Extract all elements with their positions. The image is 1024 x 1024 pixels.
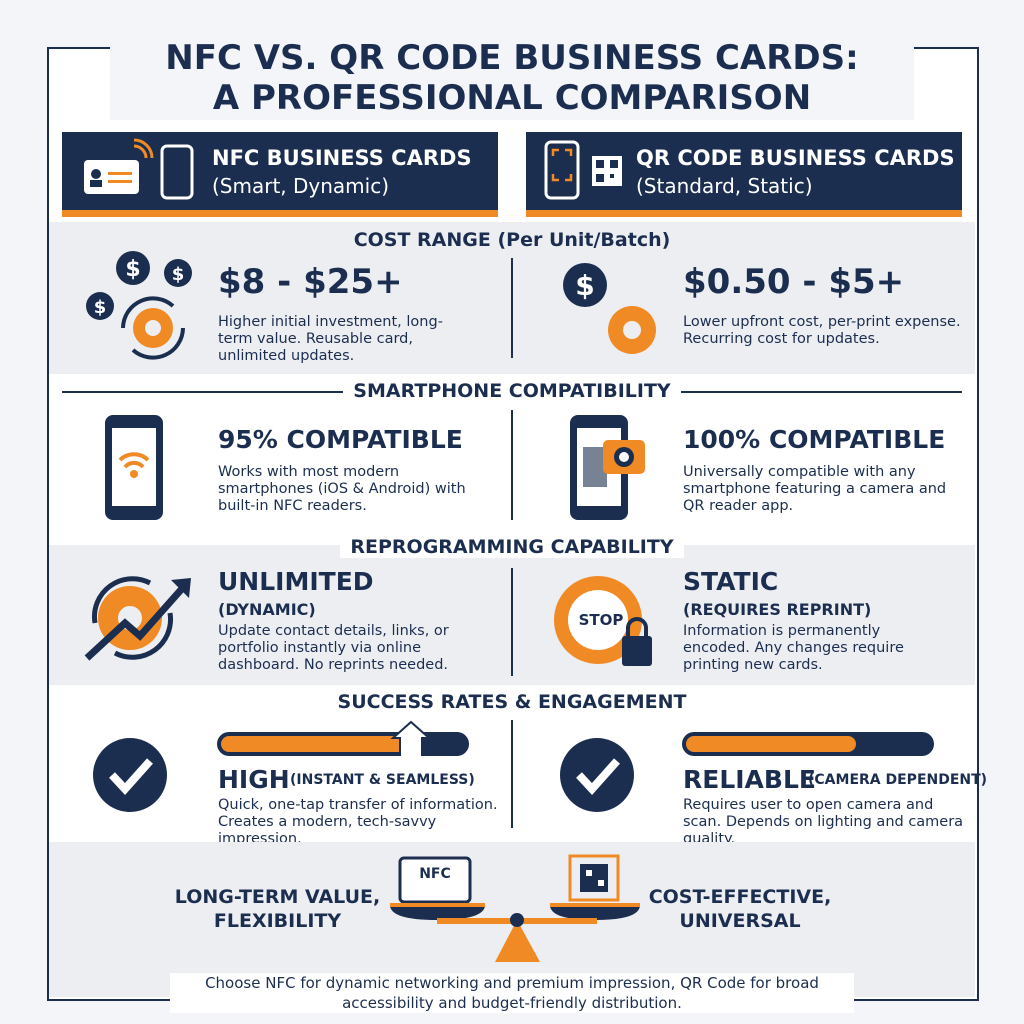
section-heading: COST RANGE (Per Unit/Batch): [49, 229, 975, 253]
icon: [105, 415, 163, 520]
icon: [84, 138, 194, 200]
column-title: QR CODE BUSINESS CARDS: [636, 146, 955, 170]
headline: 95% COMPATIBLE: [218, 425, 463, 454]
icon-label: STOP: [578, 611, 624, 629]
description: Update contact details, links, or portfo…: [218, 623, 449, 673]
headline-sub: (DYNAMIC): [218, 600, 316, 619]
icon: [84, 576, 191, 661]
description: Lower upfront cost, per-print expense. R…: [683, 314, 961, 347]
headline: STATIC: [683, 567, 779, 596]
heading-text: SMARTPHONE COMPATIBILITY: [343, 380, 681, 402]
svg-text:$: $: [125, 257, 140, 282]
divider: [511, 258, 513, 358]
divider: [511, 568, 513, 676]
section-heading: REPROGRAMMING CAPABILITY: [49, 536, 975, 560]
title: A PROFESSIONAL COMPARISON: [212, 78, 812, 118]
headline-sub: (REQUIRES REPRINT): [683, 600, 872, 619]
icon: $ $ $: [86, 251, 192, 360]
progress-bar: [682, 732, 934, 756]
qr-label: COST-EFFECTIVE, UNIVERSAL: [648, 886, 832, 932]
icon: [570, 415, 645, 520]
headline: $0.50 - $5+: [683, 262, 905, 302]
description: Universally compatible with any smartpho…: [683, 464, 947, 514]
scale-icon: [390, 854, 640, 962]
title-bg: [110, 30, 914, 120]
column-subtitle: (Standard, Static): [636, 174, 813, 198]
heading-text: COST RANGE (Per Unit/Batch): [343, 229, 681, 251]
headline: RELIABLE: [683, 765, 816, 794]
progress-bar: [217, 720, 469, 756]
section-heading: SMARTPHONE COMPATIBILITY: [49, 380, 975, 404]
divider: [511, 720, 513, 828]
icon: [544, 140, 622, 200]
section-heading: SUCCESS RATES & ENGAGEMENT: [49, 691, 975, 715]
description: Higher initial investment, long-term val…: [218, 314, 443, 364]
headline: 100% COMPATIBLE: [683, 425, 946, 454]
column-header: NFC BUSINESS CARDS (Smart, Dynamic): [62, 132, 498, 217]
headline-sub: (INSTANT & SEAMLESS): [290, 772, 475, 788]
headline: UNLIMITED: [218, 567, 374, 596]
icon: [93, 738, 167, 812]
svg-text:$: $: [575, 269, 594, 302]
nfc-label: LONG-TERM VALUE, FLEXIBILITY: [174, 886, 381, 932]
column-subtitle: (Smart, Dynamic): [212, 174, 390, 198]
divider: [511, 410, 513, 520]
conclusion: Choose NFC for dynamic networking and pr…: [170, 973, 854, 1013]
description: Information is permanently encoded. Any …: [683, 623, 904, 673]
column-header: QR CODE BUSINESS CARDS (Standard, Static…: [526, 132, 962, 217]
title: NFC VS. QR CODE BUSINESS CARDS:: [165, 38, 859, 78]
icon-label: NFC: [419, 866, 451, 882]
description: Requires user to open camera and scan. D…: [683, 797, 964, 847]
heading-text: REPROGRAMMING CAPABILITY: [340, 536, 684, 558]
column-title: NFC BUSINESS CARDS: [212, 146, 472, 170]
icon: [554, 576, 652, 666]
svg-text:$: $: [172, 264, 185, 285]
headline: HIGH: [218, 765, 290, 794]
heading-text: SUCCESS RATES & ENGAGEMENT: [327, 691, 697, 713]
icon: $: [563, 263, 656, 354]
description: Quick, one-tap transfer of information. …: [218, 797, 498, 847]
description: Works with most modern smartphones (iOS …: [218, 464, 466, 514]
svg-text:$: $: [94, 297, 107, 318]
headline: $8 - $25+: [218, 262, 403, 302]
headline-sub: (CAMERA DEPENDENT): [808, 772, 988, 788]
icon: [560, 738, 634, 812]
